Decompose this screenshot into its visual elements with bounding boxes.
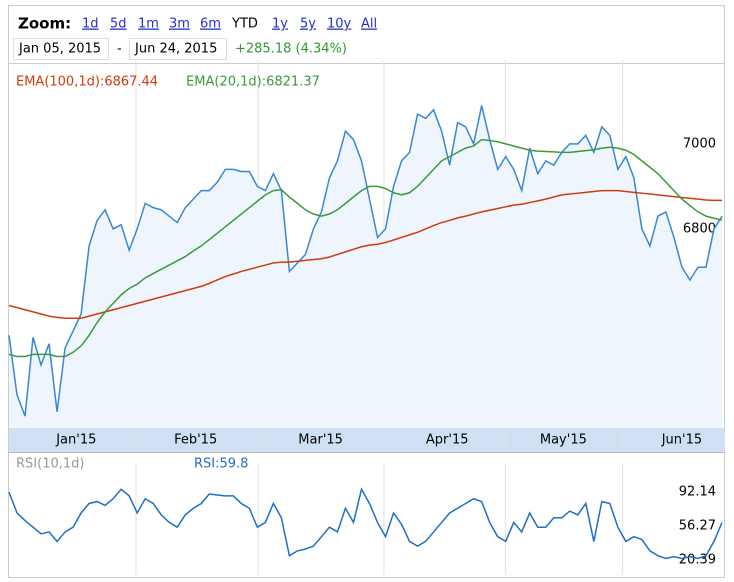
zoom-option[interactable]: 1d [82,17,99,32]
x-tick-label: Apr'15 [426,433,469,448]
legend-entry: EMA(100,1d):6867.44 [16,75,158,90]
y-tick-label: 56.27 [679,518,716,533]
zoom-option: YTD [231,17,258,32]
zoom-option[interactable]: 3m [169,17,190,32]
range-separator: - [117,42,122,57]
y-tick-label: 92.14 [679,484,716,499]
x-tick-label: Feb'15 [174,433,217,448]
zoom-option[interactable]: 1m [138,17,159,32]
date-box[interactable] [13,38,109,60]
x-tick-label: Jan'15 [55,433,96,448]
area [9,105,722,428]
legend-entry: EMA(20,1d):6821.37 [186,75,320,90]
line [8,487,723,560]
range-start[interactable]: Jan 05, 2015 [18,42,101,57]
y-tick-label: 20.39 [679,553,716,568]
x-tick-label: Jun'15 [661,433,702,448]
x-tick-label: Mar'15 [298,433,343,448]
zoom-option[interactable]: 10y [327,17,352,32]
zoom-option[interactable]: 6m [200,17,221,32]
zoom-label: Zoom: [18,15,71,33]
range-change: +285.18 (4.34%) [235,42,347,57]
y-tick-label: 6800 [683,221,716,236]
zoom-option[interactable]: 5y [300,17,316,32]
zoom-option[interactable]: 5d [110,17,127,32]
range-end[interactable]: Jun 24, 2015 [134,42,217,57]
line [8,138,723,358]
x-tick-label: May'15 [540,433,587,448]
y-tick-label: 7000 [683,136,716,151]
widget-border [8,5,725,578]
zoom-option[interactable]: 1y [272,17,288,32]
legend-entry: RSI:59.8 [194,457,248,472]
zoom-option[interactable]: All [361,17,377,32]
line [8,105,723,417]
line [8,189,722,320]
date-box[interactable] [129,38,227,60]
x-axis-band [9,428,725,452]
indicator-label: RSI(10,1d) [16,457,84,472]
